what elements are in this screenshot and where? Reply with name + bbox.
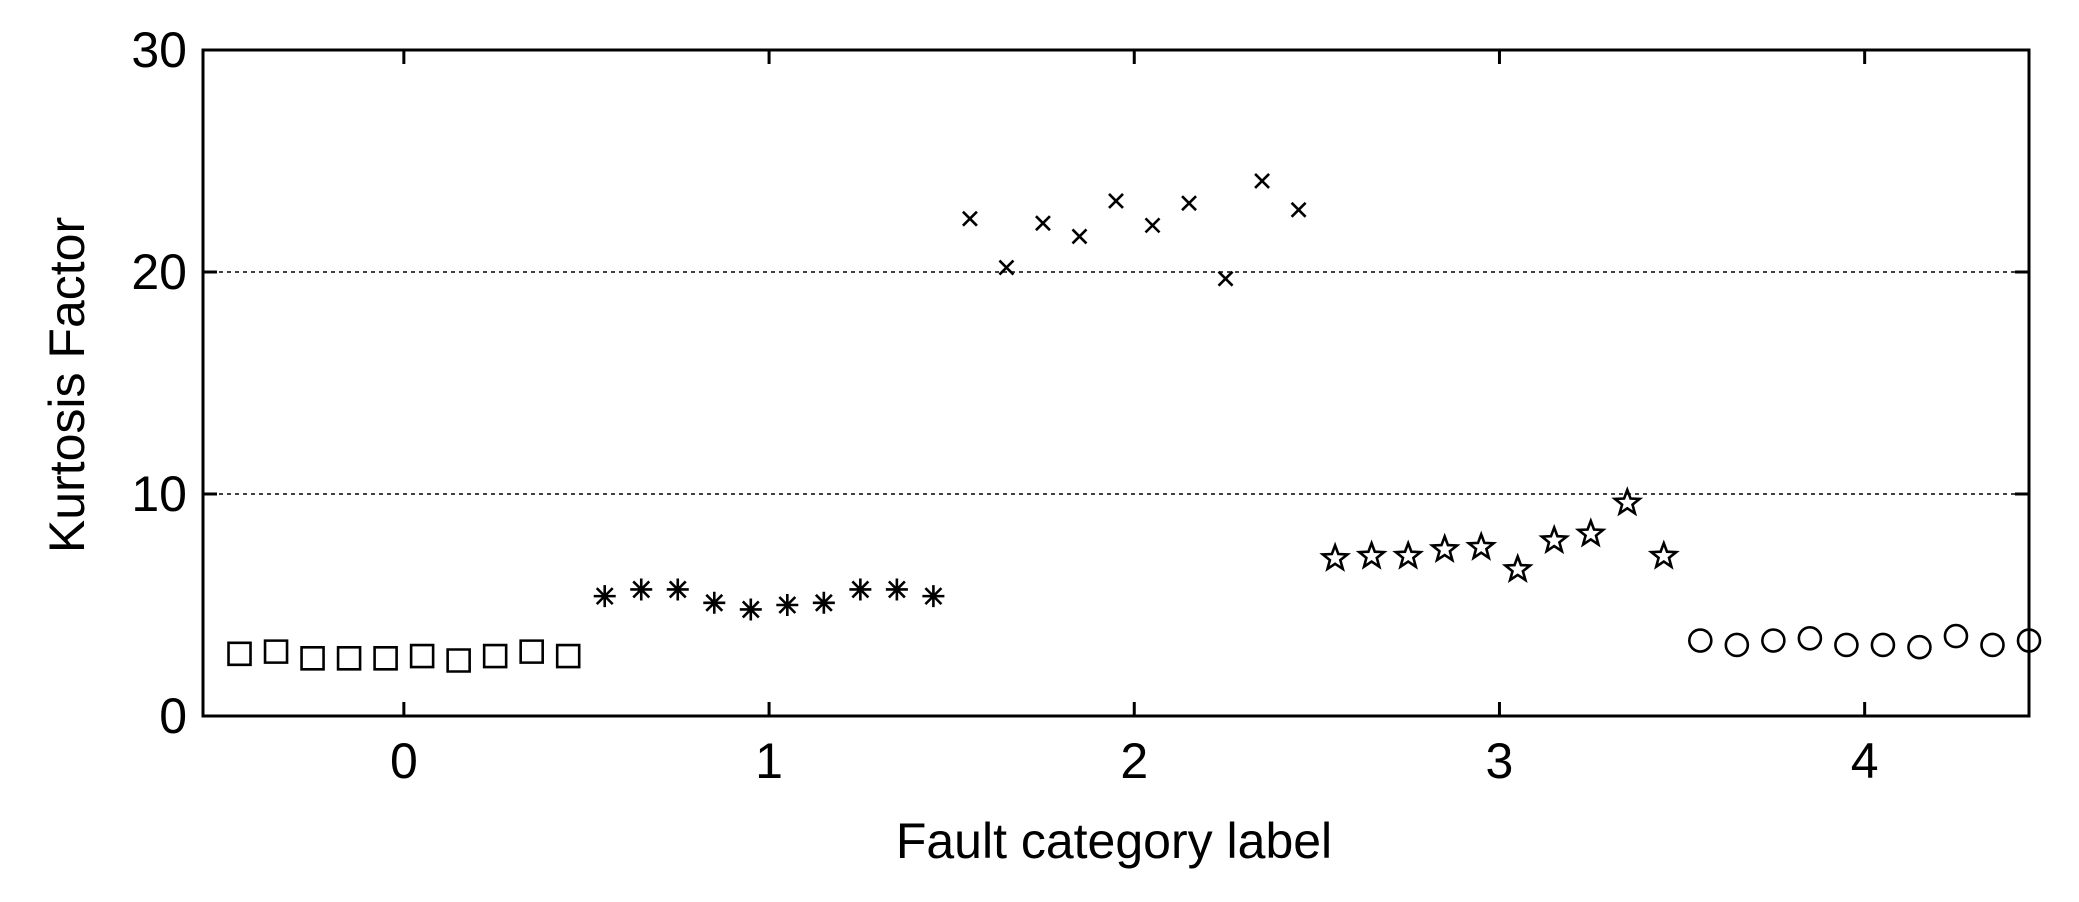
- data-point: [812, 591, 835, 614]
- data-point: [666, 578, 689, 601]
- y-tick-label: 0: [159, 688, 187, 744]
- data-point: [922, 585, 945, 608]
- data-point: [1428, 532, 1461, 563]
- data-point: [1108, 193, 1124, 209]
- y-tick-label: 20: [131, 244, 187, 300]
- data-point: [776, 594, 799, 616]
- data-point: [1217, 270, 1234, 287]
- data-point: [409, 643, 435, 669]
- data-point: [962, 210, 978, 227]
- data-point: [1181, 195, 1197, 212]
- data-point: [1724, 632, 1750, 658]
- x-axis-label: Fault category label: [896, 813, 1332, 869]
- data-point: [1647, 539, 1680, 570]
- data-point: [998, 259, 1015, 276]
- data-point: [739, 598, 762, 621]
- data-point: [1144, 217, 1161, 234]
- data-point: [1943, 623, 1969, 649]
- data-point: [849, 578, 872, 601]
- y-tick-label: 30: [131, 22, 187, 78]
- data-point: [227, 641, 252, 667]
- data-point: [1465, 530, 1498, 561]
- x-tick-label: 1: [755, 733, 783, 789]
- data-point: [885, 578, 908, 601]
- data-point: [1907, 634, 1932, 660]
- y-tick-label: 10: [131, 466, 187, 522]
- data-point: [1355, 539, 1388, 570]
- data-point: [1035, 215, 1051, 232]
- data-point: [1834, 632, 1859, 658]
- data-point: [1797, 626, 1823, 651]
- data-point: [1761, 628, 1786, 653]
- data-point: [1071, 228, 1088, 245]
- data-point: [519, 639, 544, 664]
- data-point: [703, 591, 726, 614]
- data-point: [446, 648, 471, 673]
- x-tick-label: 0: [390, 733, 418, 789]
- data-point: [373, 645, 398, 671]
- x-tick-label: 4: [1851, 733, 1879, 789]
- data-point: [1538, 523, 1571, 555]
- data-point: [263, 639, 289, 664]
- plot-frame: [201, 48, 2031, 718]
- data-point: [482, 643, 508, 669]
- data-point: [336, 645, 362, 671]
- data-point: [555, 643, 581, 669]
- data-point: [1392, 539, 1425, 570]
- data-point: [1501, 552, 1534, 584]
- data-point: [1870, 632, 1896, 658]
- data-point: [1611, 486, 1644, 517]
- data-point: [1688, 628, 1713, 653]
- data-point: [630, 578, 653, 601]
- data-point: [1980, 632, 2005, 658]
- data-point: [1319, 541, 1352, 572]
- data-point: [1574, 517, 1607, 548]
- data-point: [2016, 628, 2042, 653]
- y-axis-label: Kurtosis Factor: [39, 217, 95, 553]
- x-tick-label: 3: [1486, 733, 1514, 789]
- data-point: [1290, 201, 1307, 218]
- data-point: [593, 585, 616, 608]
- data-point: [1254, 173, 1270, 189]
- x-tick-label: 2: [1120, 733, 1148, 789]
- data-point: [300, 645, 325, 671]
